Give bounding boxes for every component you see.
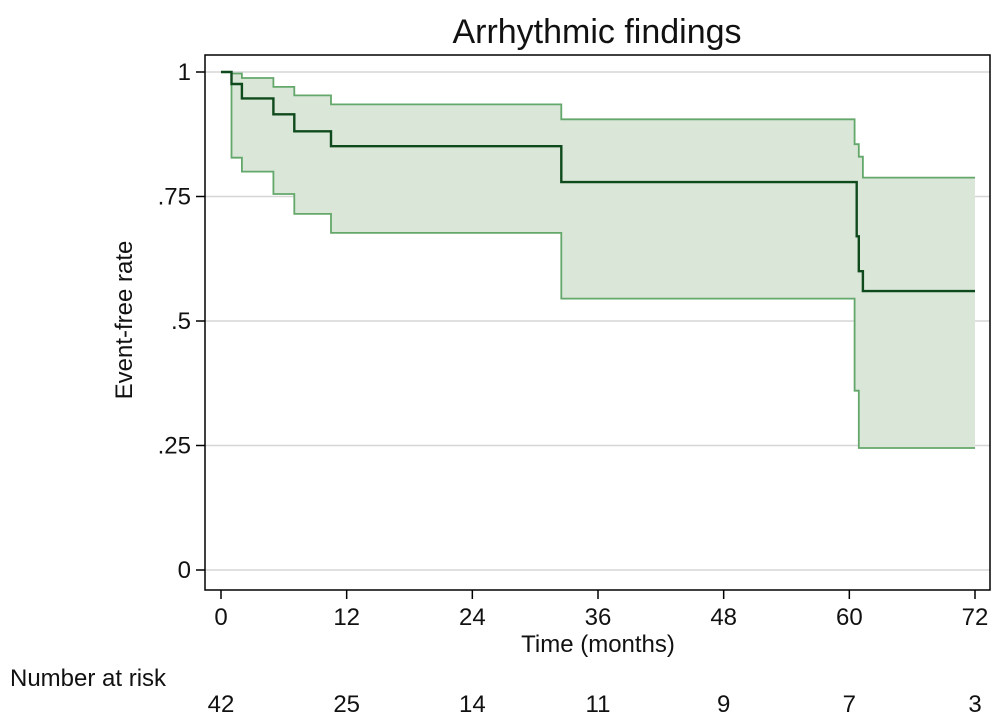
y-tick-label: .75 — [158, 184, 191, 211]
x-axis-label: Time (months) — [521, 631, 675, 658]
y-tick-label: .25 — [158, 433, 191, 460]
x-tick-label: 72 — [962, 604, 989, 631]
x-tick-label: 48 — [710, 604, 737, 631]
risk-count: 11 — [586, 691, 611, 718]
x-tick-label: 36 — [585, 604, 612, 631]
risk-table-counts: 42 25 14 11 9 7 3 — [208, 691, 982, 718]
risk-count: 9 — [717, 691, 730, 718]
y-axis-label: Event-free rate — [111, 241, 138, 400]
x-tick-label: 12 — [333, 604, 360, 631]
y-tick-label: .5 — [171, 308, 191, 335]
y-tick-label: 1 — [178, 59, 191, 86]
risk-count: 14 — [459, 691, 486, 718]
x-tick-label: 0 — [214, 604, 227, 631]
y-tick-label: 0 — [178, 557, 191, 584]
x-axis: 0 12 24 36 48 60 72 — [214, 590, 988, 631]
upper-ci-line — [221, 71, 975, 179]
chart-title: Arrhythmic findings — [452, 13, 741, 51]
risk-count: 7 — [843, 691, 856, 718]
ci-band — [221, 72, 975, 448]
risk-table-label: Number at risk — [10, 665, 167, 692]
y-axis: 0 .25 .5 .75 1 — [158, 59, 205, 584]
lower-ci-line — [221, 71, 975, 449]
survival-curve — [221, 70, 975, 293]
x-tick-label: 24 — [459, 604, 486, 631]
risk-count: 3 — [968, 691, 981, 718]
x-tick-label: 60 — [836, 604, 863, 631]
risk-count: 25 — [333, 691, 360, 718]
risk-count: 42 — [208, 691, 235, 718]
